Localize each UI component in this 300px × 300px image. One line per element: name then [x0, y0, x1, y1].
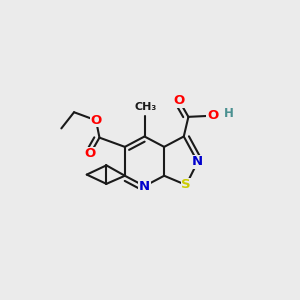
- Text: H: H: [224, 107, 234, 120]
- Text: O: O: [90, 114, 102, 127]
- Text: N: N: [192, 155, 203, 168]
- Text: CH₃: CH₃: [134, 101, 157, 112]
- Text: O: O: [85, 147, 96, 160]
- Text: S: S: [181, 178, 191, 191]
- Text: N: N: [139, 180, 150, 193]
- Text: O: O: [207, 109, 218, 122]
- Text: O: O: [173, 94, 185, 107]
